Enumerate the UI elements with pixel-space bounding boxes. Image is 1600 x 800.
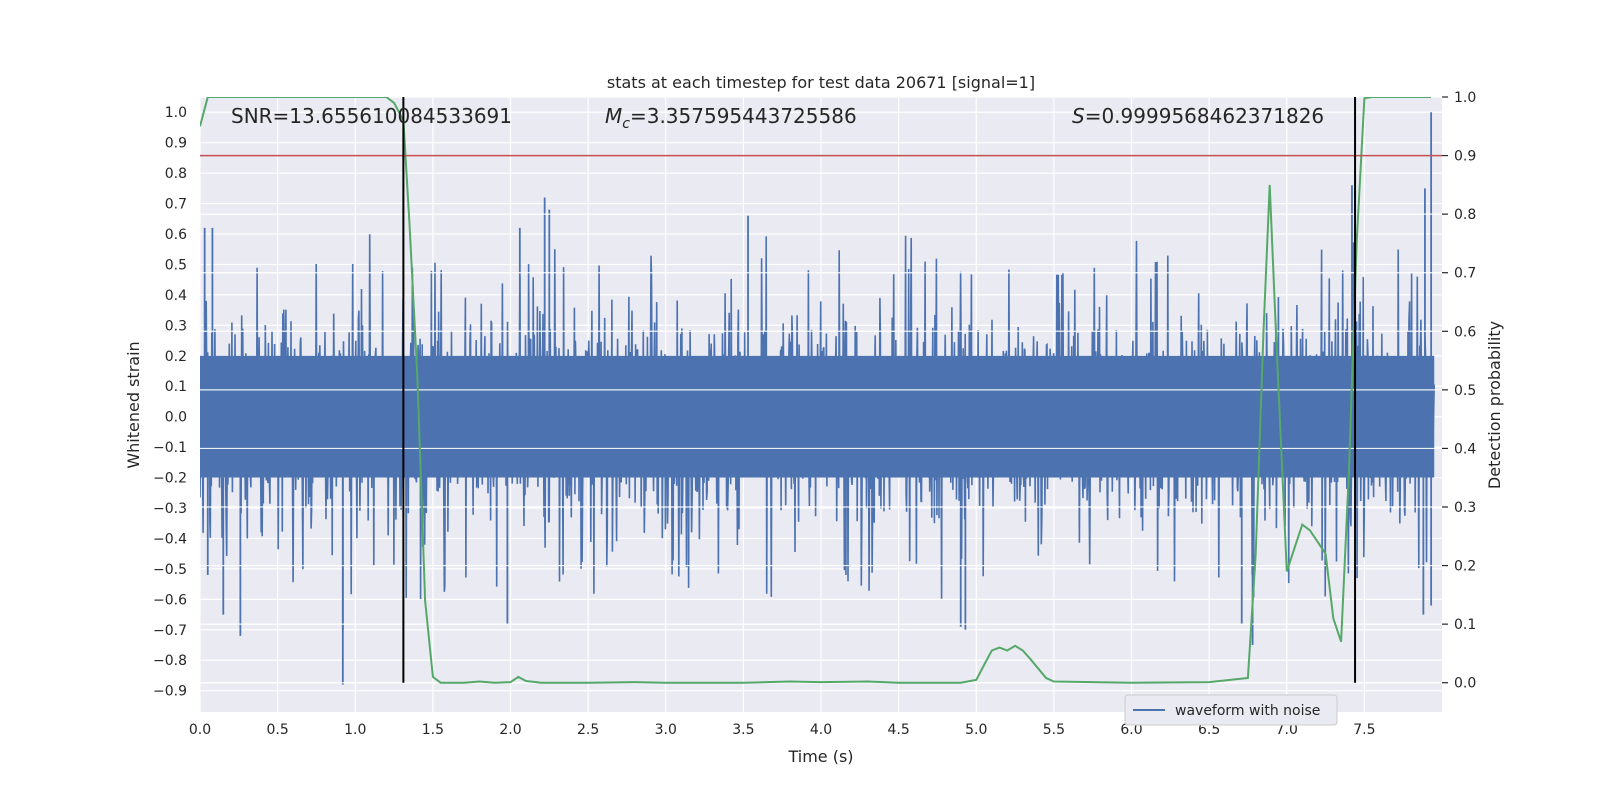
vertical-markers: [402, 97, 1357, 683]
y-tick-label: −0.7: [153, 623, 187, 639]
y2-tick-label: 0.9: [1454, 149, 1476, 165]
probability-line: [200, 97, 1432, 684]
y-axis-label: Whitened strain: [124, 341, 143, 468]
y-tick-label: 0.4: [165, 288, 187, 304]
x-tick-label: 2.5: [577, 722, 599, 738]
plot-content: [200, 97, 1442, 685]
x-tick-label: 7.0: [1276, 722, 1298, 738]
y2-axis-label: Detection probability: [1485, 321, 1504, 489]
s-value: =0.9999568462371826: [1085, 104, 1324, 128]
s-symbol: S: [1072, 104, 1085, 128]
x-tick-label: 0.5: [266, 722, 288, 738]
x-axis-label: Time (s): [787, 747, 853, 766]
y2-tick-label: 0.2: [1454, 559, 1476, 575]
legend-box: [1124, 694, 1338, 726]
x-tick-label: 5.5: [1043, 722, 1065, 738]
y-tick-label: −0.9: [153, 684, 187, 700]
x-tick-label: 3.5: [732, 722, 754, 738]
y-tick-label: 0.8: [165, 166, 187, 182]
y-tick-label: −0.3: [153, 501, 187, 517]
x-tick-label: 0.0: [189, 722, 211, 738]
y2-tick-label: 0.3: [1454, 500, 1476, 516]
x-axis-ticks: 0.0 0.5 1.0 1.5 2.0 2.5 3.0 3.5 4.0 4.5 5.0 5.5 6.0 6…: [189, 722, 1376, 738]
x-tick-label: 6.0: [1120, 722, 1142, 738]
y2-tick-label: 0.8: [1454, 207, 1476, 223]
x-tick-label: 4.5: [887, 722, 909, 738]
x-tick-label: 7.5: [1353, 722, 1375, 738]
chirp-mass-annotation: Mc=3.357595443725586: [605, 104, 857, 132]
y-tick-label: −0.8: [153, 653, 187, 669]
y-tick-label: 1.0: [165, 105, 187, 121]
y-tick-label: −0.1: [153, 440, 187, 456]
y-axis-ticks: 1.0 0.9 0.8 0.7 0.6 0.5 0.4 0.3 0.2 0.1 0.0 −0.1 −0.…: [153, 105, 187, 699]
y-tick-label: 0.0: [165, 410, 187, 426]
y-tick-label: 0.9: [165, 136, 187, 152]
mc-value: =3.357595443725586: [630, 104, 857, 128]
legend: waveform with noise: [1124, 694, 1338, 726]
x-tick-label: 4.0: [810, 722, 832, 738]
x-tick-label: 6.5: [1198, 722, 1220, 738]
x-tick-label: 1.5: [422, 722, 444, 738]
y2-tick-label: 0.6: [1454, 324, 1476, 340]
y2-tick-label: 1.0: [1454, 90, 1476, 106]
x-tick-label: 5.0: [965, 722, 987, 738]
waveform-core: [200, 355, 1435, 478]
probability-series: [200, 97, 1432, 684]
y2-tick-label: 0.4: [1454, 441, 1476, 457]
y-tick-label: 0.2: [165, 349, 187, 365]
x-tick-label: 3.0: [655, 722, 677, 738]
y-tick-label: −0.5: [153, 562, 187, 578]
y2-tick-label: 0.7: [1454, 266, 1476, 282]
y2-tick-label: 0.5: [1454, 383, 1476, 399]
y-tick-label: −0.6: [153, 592, 187, 608]
mc-symbol: M: [605, 104, 622, 128]
y-tick-label: 0.5: [165, 257, 187, 273]
legend-label: waveform with noise: [1175, 703, 1320, 719]
snr-annotation: SNR=13.655610084533691: [231, 104, 512, 128]
y-tick-label: 0.7: [165, 197, 187, 213]
score-annotation: S=0.9999568462371826: [1072, 104, 1324, 128]
y-tick-label: 0.6: [165, 227, 187, 243]
x-tick-label: 1.0: [344, 722, 366, 738]
mc-subscript: c: [622, 116, 630, 132]
y-tick-label: 0.1: [165, 379, 187, 395]
y-tick-label: −0.2: [153, 471, 187, 487]
y-tick-label: 0.3: [165, 318, 187, 334]
y-tick-label: −0.4: [153, 531, 187, 547]
y2-tick-label: 0.1: [1454, 617, 1476, 633]
y2-tick-label: 0.0: [1454, 676, 1476, 692]
x-tick-label: 2.0: [499, 722, 521, 738]
y2-axis-ticks: 1.0 0.9 0.8 0.7 0.6 0.5 0.4 0.3 0.2 0.1 0.0: [1442, 90, 1476, 692]
chart-title: stats at each timestep for test data 206…: [607, 73, 1035, 92]
